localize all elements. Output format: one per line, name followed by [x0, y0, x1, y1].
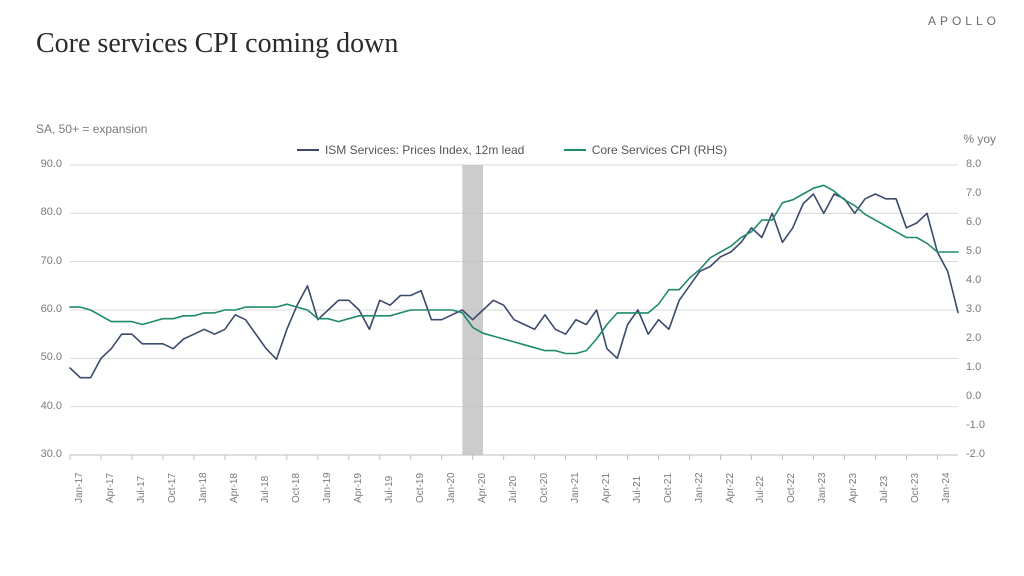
- x-tick: Oct-18: [291, 473, 302, 503]
- y-tick-right: 4.0: [966, 275, 1006, 286]
- x-tick: Jul-23: [879, 476, 890, 503]
- chart-legend: ISM Services: Prices Index, 12m lead Cor…: [0, 140, 1024, 157]
- x-tick: Apr-17: [105, 473, 116, 503]
- x-tick: Jan-17: [74, 472, 85, 503]
- x-tick: Jan-19: [322, 472, 333, 503]
- y-tick-left: 90.0: [22, 159, 62, 170]
- x-tick: Apr-19: [353, 473, 364, 503]
- y-tick-right: 5.0: [966, 246, 1006, 257]
- x-tick: Jul-20: [508, 476, 519, 503]
- x-tick: Oct-21: [663, 473, 674, 503]
- x-tick: Oct-20: [539, 473, 550, 503]
- y-tick-right: 3.0: [966, 304, 1006, 315]
- x-tick: Oct-22: [786, 473, 797, 503]
- y-tick-left: 50.0: [22, 352, 62, 363]
- y-tick-right: 6.0: [966, 217, 1006, 228]
- x-tick: Oct-23: [910, 473, 921, 503]
- line-series-group: [70, 185, 958, 377]
- y-tick-right: 8.0: [966, 159, 1006, 170]
- y-tick-left: 80.0: [22, 207, 62, 218]
- x-tick: Apr-22: [725, 473, 736, 503]
- x-tick: Jan-20: [446, 472, 457, 503]
- x-tick: Jan-24: [941, 472, 952, 503]
- y-tick-right: -1.0: [966, 420, 1006, 431]
- y-tick-left: 40.0: [22, 401, 62, 412]
- x-tick: Jan-23: [817, 472, 828, 503]
- chart-svg: [70, 165, 958, 455]
- x-tick: Oct-17: [167, 473, 178, 503]
- left-axis-label: SA, 50+ = expansion: [36, 122, 147, 136]
- y-tick-right: 7.0: [966, 188, 1006, 199]
- y-tick-left: 70.0: [22, 256, 62, 267]
- gridlines: [70, 165, 958, 455]
- y-tick-left: 60.0: [22, 304, 62, 315]
- x-tick: Jul-18: [260, 476, 271, 503]
- x-tick: Jan-18: [198, 472, 209, 503]
- legend-label: Core Services CPI (RHS): [592, 143, 727, 157]
- axes: [70, 455, 958, 460]
- page-root: APOLLO Core services CPI coming down SA,…: [0, 0, 1024, 576]
- series-line: [70, 194, 958, 378]
- y-tick-right: 0.0: [966, 391, 1006, 402]
- legend-swatch-icon: [564, 149, 586, 151]
- brand-logo: APOLLO: [928, 14, 1000, 28]
- x-tick: Apr-20: [477, 473, 488, 503]
- x-tick: Jul-19: [384, 476, 395, 503]
- legend-item: Core Services CPI (RHS): [564, 143, 727, 157]
- y-tick-right: -2.0: [966, 449, 1006, 460]
- x-tick: Apr-21: [601, 473, 612, 503]
- x-tick: Apr-23: [848, 473, 859, 503]
- recession-band: [462, 165, 483, 455]
- x-tick: Jan-21: [570, 472, 581, 503]
- y-tick-right: 2.0: [966, 333, 1006, 344]
- chart-title: Core services CPI coming down: [36, 28, 398, 60]
- y-tick-right: 1.0: [966, 362, 1006, 373]
- legend-label: ISM Services: Prices Index, 12m lead: [325, 143, 524, 157]
- x-tick: Jan-22: [694, 472, 705, 503]
- legend-swatch-icon: [297, 149, 319, 151]
- y-tick-left: 30.0: [22, 449, 62, 460]
- legend-item: ISM Services: Prices Index, 12m lead: [297, 143, 524, 157]
- chart-plot-area: 30.040.050.060.070.080.090.0 -2.0-1.00.0…: [70, 165, 958, 455]
- x-tick: Jul-21: [632, 476, 643, 503]
- x-tick: Oct-19: [415, 473, 426, 503]
- x-tick: Jul-17: [136, 476, 147, 503]
- x-tick: Jul-22: [755, 476, 766, 503]
- x-tick: Apr-18: [229, 473, 240, 503]
